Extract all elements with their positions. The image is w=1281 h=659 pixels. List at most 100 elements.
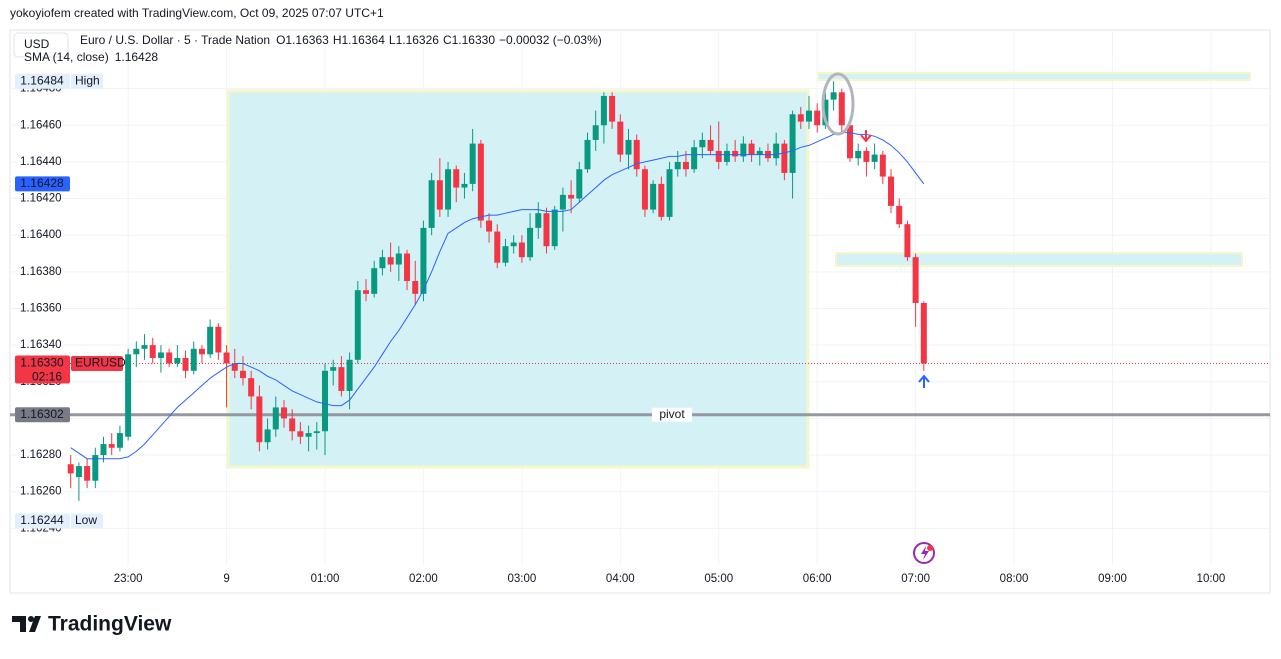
candle-body	[723, 150, 730, 162]
badge-tag	[71, 73, 103, 89]
sma-line	[70, 132, 925, 460]
candle-body	[239, 370, 246, 379]
candle-body	[871, 154, 878, 162]
candle-body	[518, 242, 525, 258]
x-tick-label: 10:00	[1197, 573, 1226, 585]
candle-body	[486, 220, 493, 232]
x-tick-label: 01:00	[311, 573, 340, 585]
candle-body	[387, 257, 394, 265]
candle-body	[781, 143, 788, 173]
candle-body	[641, 169, 648, 210]
candle-body	[428, 180, 435, 228]
candle-body	[215, 326, 222, 353]
candle-body	[322, 370, 328, 432]
candle-body	[732, 150, 739, 157]
ohlc-key: L	[389, 33, 396, 47]
y-tick-label: 1.16440	[20, 156, 62, 168]
x-tick-label: 08:00	[1000, 573, 1029, 585]
candle-body	[272, 407, 279, 430]
badge-tag-text: EURUSD	[75, 356, 126, 370]
candle-body	[617, 121, 624, 155]
candle-body	[888, 176, 895, 206]
x-tick-label: 23:00	[114, 573, 143, 585]
candle-body	[174, 357, 181, 364]
candle-body	[592, 125, 599, 140]
candle-body	[650, 183, 657, 210]
candle-body	[108, 444, 115, 448]
candle-body	[149, 345, 156, 358]
candle-body	[896, 205, 903, 225]
candle-body	[625, 139, 632, 155]
alert-icon[interactable]	[913, 542, 935, 564]
alert-bolt	[921, 546, 929, 560]
price-badge-label: 1.16244	[20, 513, 64, 527]
price-badge-label: 1.16428	[20, 176, 64, 190]
candle-body	[830, 92, 837, 100]
candle-body	[863, 150, 870, 162]
candle-body	[100, 444, 107, 456]
candle-body	[527, 227, 534, 258]
candle-body	[248, 378, 255, 397]
alert-dot	[927, 545, 933, 551]
pivot-label-bg	[652, 407, 692, 422]
candle-body	[756, 150, 763, 155]
candle-body	[773, 143, 780, 159]
candle-body	[313, 431, 320, 434]
price-badge	[15, 176, 70, 192]
y-tick-label: 1.16400	[20, 229, 62, 241]
candle-body	[682, 161, 689, 170]
price-badge	[15, 407, 70, 423]
y-tick-label: 1.16280	[20, 449, 62, 461]
x-tick-label: 09:00	[1098, 573, 1127, 585]
candle-body	[920, 302, 927, 364]
ohlc-key: H	[333, 33, 342, 47]
candle-body	[510, 242, 517, 247]
candle-body	[838, 92, 845, 126]
candle-body	[256, 396, 263, 443]
candle-body	[551, 209, 558, 247]
candle-body	[330, 367, 337, 371]
candle-body	[797, 114, 804, 122]
badge-tag	[71, 513, 103, 529]
candle-body	[116, 433, 123, 448]
ohlc-key: C	[443, 33, 452, 47]
candle-body	[453, 169, 460, 188]
logo-text: TradingView	[48, 613, 172, 636]
candle-body	[436, 180, 443, 210]
candle-body	[715, 150, 722, 162]
price-badge-label: 1.16302	[20, 407, 64, 421]
candle-body	[502, 246, 509, 263]
pivot-text: pivot	[659, 407, 685, 421]
x-tick-label: 07:00	[901, 573, 930, 585]
candle-body	[855, 150, 862, 159]
currency-button[interactable]	[13, 32, 69, 58]
candle-body	[67, 464, 74, 474]
candle-body	[469, 143, 476, 184]
legend-sma: SMA (14, close)	[24, 50, 109, 64]
x-tick-label: 02:00	[409, 573, 438, 585]
candle-body	[166, 352, 173, 364]
candle-body	[600, 95, 607, 126]
candle-body	[445, 169, 452, 210]
candle-body	[912, 257, 919, 303]
candle-body	[461, 183, 468, 188]
candle-body	[666, 169, 673, 217]
candle-body	[789, 114, 796, 173]
candle-body	[609, 95, 616, 122]
x-tick-label: 05:00	[704, 573, 733, 585]
candle-body	[740, 143, 747, 157]
x-tick-label: 04:00	[606, 573, 635, 585]
candle-body	[223, 352, 230, 364]
candle-body	[477, 143, 484, 221]
candle-body	[182, 357, 189, 371]
x-tick-label: 9	[223, 573, 229, 585]
y-tick-label: 1.16460	[20, 119, 62, 131]
credit: yokoyiofem created with TradingView.com,…	[10, 6, 384, 20]
ohlc-value: 1.16363	[285, 33, 329, 47]
down-arrow	[860, 130, 872, 143]
currency[interactable]: USD	[24, 37, 50, 51]
candle-body	[363, 290, 370, 294]
candle-body	[92, 455, 99, 481]
candle-body	[190, 348, 197, 371]
circle-annotation	[821, 72, 855, 136]
